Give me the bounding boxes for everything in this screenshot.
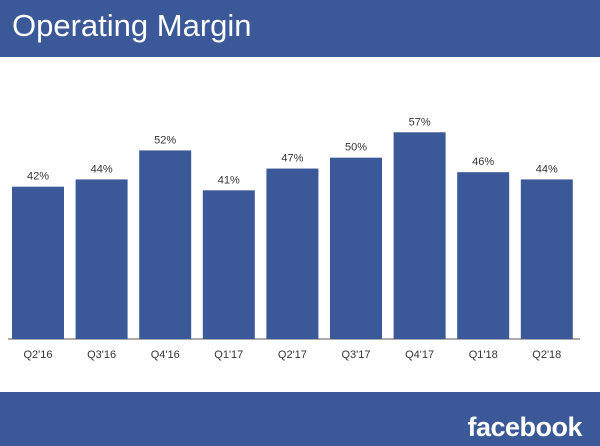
tick-label-7: Q1'18	[469, 349, 498, 361]
data-label-1: 44%	[91, 163, 113, 175]
bar-8	[520, 179, 573, 339]
facebook-logo: facebook	[467, 412, 582, 442]
tick-label-3: Q1'17	[214, 349, 243, 361]
tick-label-1: Q3'16	[87, 349, 116, 361]
tick-label-5: Q3'17	[341, 349, 370, 361]
bar-3	[202, 190, 255, 339]
page-title: Operating Margin	[12, 8, 252, 43]
data-label-3: 41%	[218, 174, 240, 186]
data-label-0: 42%	[27, 171, 49, 183]
header-bar: Operating Margin	[0, 0, 600, 57]
bar-4	[266, 168, 319, 339]
tick-label-2: Q4'16	[151, 349, 180, 361]
data-label-6: 57%	[409, 116, 431, 128]
data-label-5: 50%	[345, 142, 367, 154]
tick-label-8: Q2'18	[532, 349, 561, 361]
tick-label-4: Q2'17	[278, 349, 307, 361]
bar-7	[457, 172, 510, 339]
data-label-7: 46%	[472, 156, 494, 168]
bar-chart: 42% Q2'16 44% Q3'16 52% Q4'16 41% Q1'17 47% Q2'17…	[8, 116, 580, 361]
tick-label-0: Q2'16	[23, 349, 52, 361]
data-label-4: 47%	[281, 153, 303, 165]
tick-label-6: Q4'17	[405, 349, 434, 361]
bar-1	[75, 179, 128, 339]
footer-bar: facebook	[0, 392, 600, 446]
data-label-2: 52%	[154, 134, 176, 146]
bar-6	[393, 132, 446, 339]
bar-2	[139, 150, 192, 339]
bar-5	[330, 157, 382, 339]
data-label-8: 44%	[536, 163, 558, 175]
bar-0	[12, 186, 64, 339]
